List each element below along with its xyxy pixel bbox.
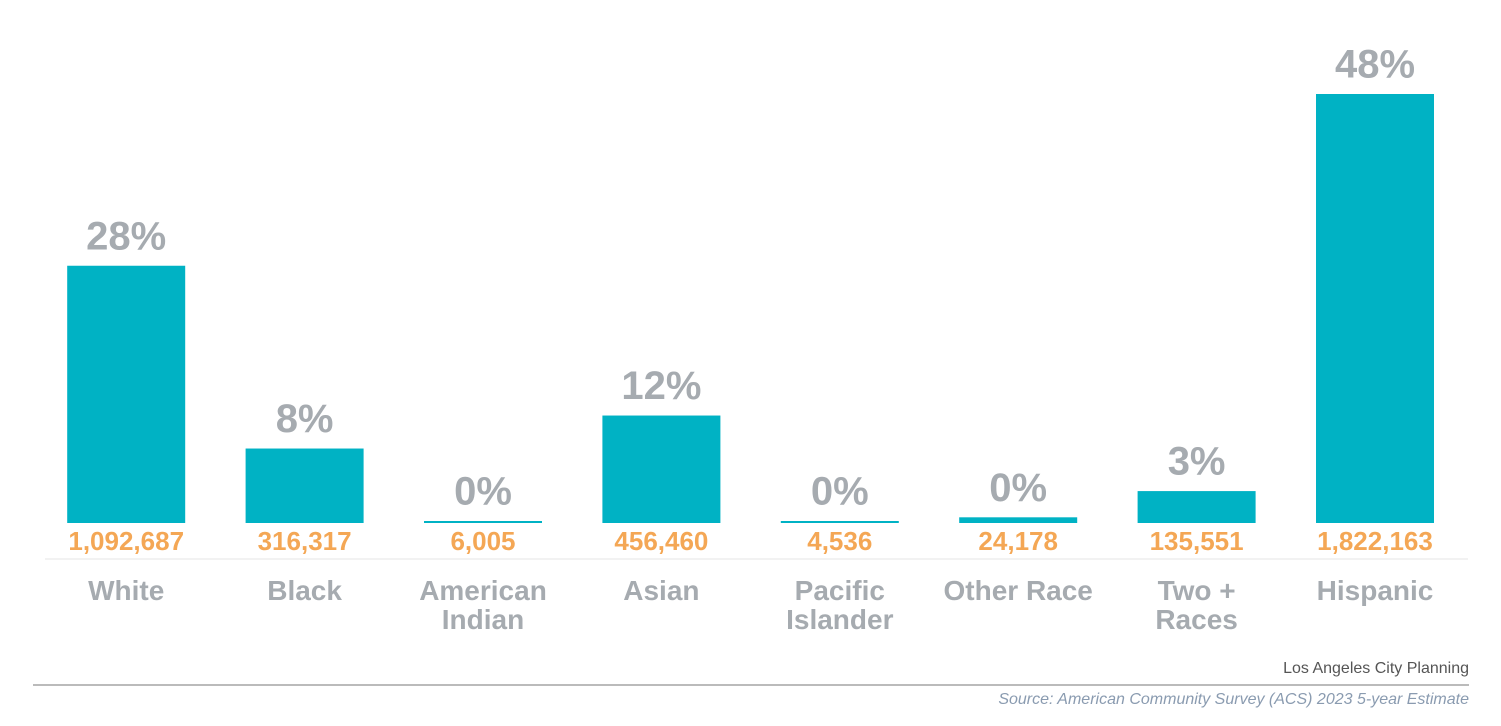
percent-label: 3% [1168, 440, 1226, 484]
category-label: Hispanic [1316, 575, 1434, 606]
footer-rule [33, 684, 1469, 686]
category-label: Pacific Islander [786, 575, 894, 635]
percent-label: 0% [811, 470, 869, 514]
value-label: 1,092,687 [68, 526, 184, 556]
value-label: 316,317 [258, 526, 352, 556]
bar [780, 521, 899, 523]
value-label: 4,536 [807, 526, 872, 556]
bar [245, 448, 364, 523]
bar [602, 415, 721, 523]
percent-label: 28% [86, 214, 166, 258]
category-label: Asian [623, 575, 700, 606]
percent-label: 0% [454, 470, 512, 514]
bar [67, 265, 186, 523]
value-label: 1,822,163 [1317, 526, 1433, 556]
value-label: 6,005 [450, 526, 515, 556]
category-label: Black [267, 575, 342, 606]
credit: Los Angeles City Planning [1283, 660, 1469, 677]
value-label: 135,551 [1150, 526, 1244, 556]
percent-label: 12% [621, 364, 701, 408]
bar [959, 517, 1078, 523]
category-label: Other Race [943, 575, 1093, 606]
bar [1316, 94, 1434, 523]
source: Source: American Community Survey (ACS) … [998, 691, 1469, 708]
percent-label: 48% [1335, 43, 1415, 87]
value-label: 24,178 [978, 526, 1058, 556]
category-label: American Indian [419, 575, 547, 635]
value-label: 456,460 [614, 526, 708, 556]
bar [1137, 491, 1256, 523]
percent-label: 8% [276, 397, 334, 441]
category-label: Two + Races [1155, 575, 1238, 635]
bar [424, 521, 542, 523]
percent-label: 0% [989, 466, 1047, 510]
category-label: White [88, 575, 165, 606]
